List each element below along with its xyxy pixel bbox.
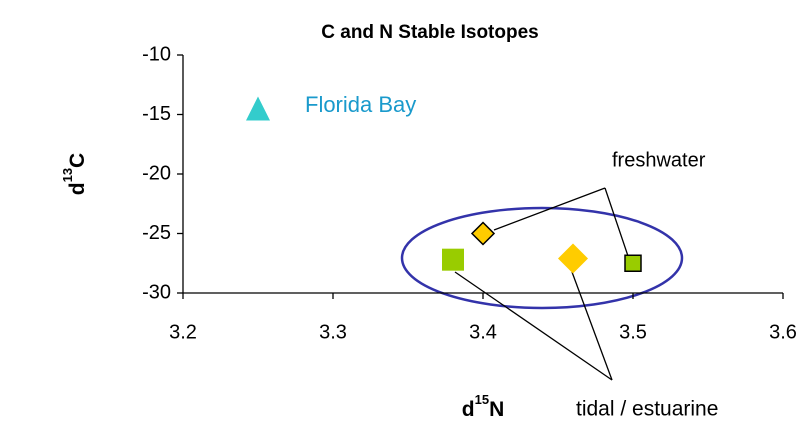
annotation: Florida Bay [305,92,416,117]
x-label-unit: N [489,398,504,421]
y-label-base: d [66,182,89,195]
triangle-marker [246,96,270,121]
connectors [454,187,629,381]
y-tick-label: -10 [142,43,171,65]
square-marker [442,248,464,271]
y-tick-label: -30 [142,281,171,303]
x-label-base: d [462,398,475,421]
y-tick-label: -15 [142,103,171,125]
x-label-sup: 15 [475,392,489,407]
y-tick-label: -20 [142,162,171,184]
diamond-marker [558,243,588,274]
diamond-marker [470,221,496,246]
group-ellipse [400,206,684,310]
y-label-sup: 13 [60,168,75,182]
chart-title: C and N Stable Isotopes [321,22,538,43]
x-tick-label: 3.5 [619,321,647,343]
annotation: freshwater [612,149,706,171]
square-marker [624,254,642,272]
y-tick-label: -25 [142,222,171,244]
x-tick-label: 3.2 [169,321,197,343]
annotation: tidal / estuarine [576,398,718,421]
connector [571,271,613,381]
x-axis-label: d15N [462,392,504,420]
connector [493,187,606,231]
y-axis-label: d13C [60,153,88,195]
x-tick-label: 3.3 [319,321,347,343]
x-tick-label: 3.6 [769,321,797,343]
connector [454,271,613,381]
x-tick-label: 3.4 [469,321,497,343]
connector [604,187,629,257]
y-label-unit: C [66,153,89,168]
